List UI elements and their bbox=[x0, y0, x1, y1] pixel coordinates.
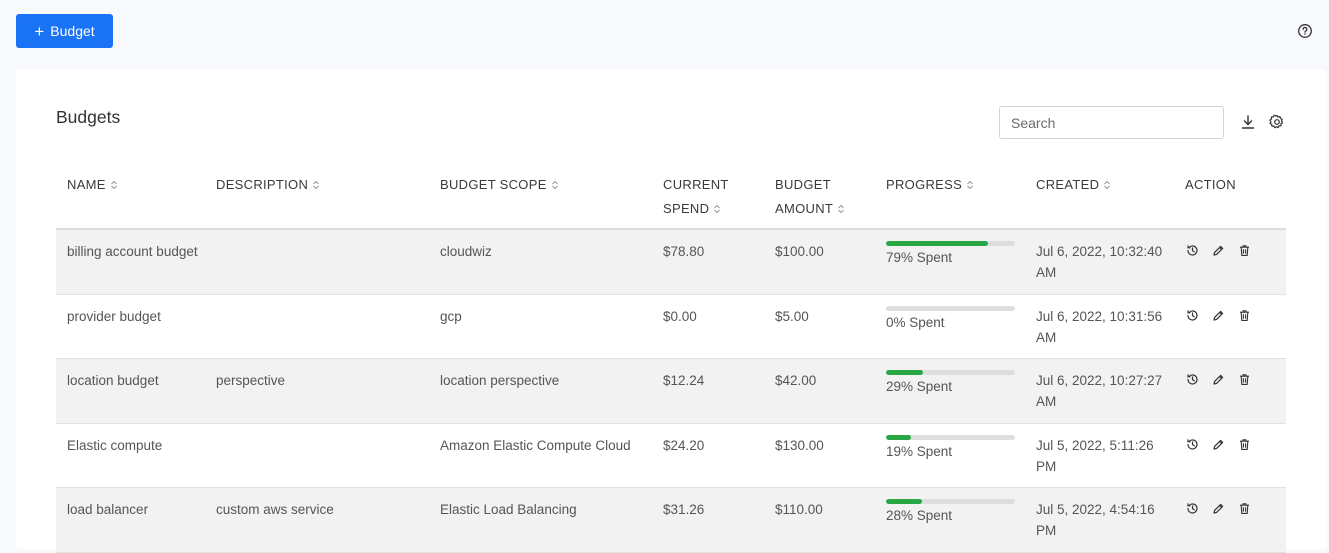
budget-description: perspective bbox=[216, 373, 286, 388]
budget-scope: gcp bbox=[440, 308, 462, 324]
table-row[interactable]: billing account budget cloudwiz $78.80 $… bbox=[56, 230, 1286, 295]
sort-icon[interactable] bbox=[110, 180, 118, 190]
table-body: billing account budget cloudwiz $78.80 $… bbox=[56, 230, 1286, 553]
column-header-action: ACTION bbox=[1185, 177, 1236, 192]
table-row[interactable]: provider budget gcp $0.00 $5.00 0% Spent… bbox=[56, 295, 1286, 359]
sort-icon[interactable] bbox=[713, 204, 721, 214]
sort-icon[interactable] bbox=[1103, 180, 1111, 190]
sort-icon[interactable] bbox=[966, 180, 974, 190]
row-actions bbox=[1186, 244, 1251, 257]
created-date: Jul 6, 2022, 10:27:27 AM bbox=[1036, 373, 1163, 409]
progress-indicator: 19% Spent bbox=[886, 434, 1015, 461]
progress-fill bbox=[886, 370, 924, 375]
progress-indicator: 79% Spent bbox=[886, 241, 1015, 267]
table-row[interactable]: load balancer custom aws service Elastic… bbox=[56, 488, 1286, 553]
column-header-description[interactable]: DESCRIPTION bbox=[216, 173, 320, 197]
download-icon[interactable] bbox=[1240, 114, 1256, 130]
trash-icon[interactable] bbox=[1238, 438, 1251, 451]
edit-pencil-icon[interactable] bbox=[1212, 438, 1225, 451]
budget-amount: $130.00 bbox=[775, 437, 824, 453]
history-icon[interactable] bbox=[1186, 438, 1199, 451]
budgets-table: NAME DESCRIPTION BUDGET SCOPE CURRENT SP… bbox=[56, 159, 1286, 553]
edit-pencil-icon[interactable] bbox=[1212, 373, 1225, 386]
row-actions bbox=[1186, 373, 1251, 386]
edit-pencil-icon[interactable] bbox=[1212, 244, 1225, 257]
sort-icon[interactable] bbox=[551, 180, 559, 190]
top-bar: + Budget bbox=[0, 0, 1329, 62]
column-header-budget-amount[interactable]: BUDGET AMOUNT bbox=[775, 173, 845, 221]
row-actions bbox=[1186, 309, 1251, 322]
budget-name: provider budget bbox=[67, 308, 161, 324]
sort-icon[interactable] bbox=[837, 204, 845, 214]
row-actions bbox=[1186, 502, 1251, 515]
trash-icon[interactable] bbox=[1238, 373, 1251, 386]
table-row[interactable]: location budget perspective location per… bbox=[56, 359, 1286, 424]
current-spend: $78.80 bbox=[663, 244, 705, 259]
progress-indicator: 28% Spent bbox=[886, 499, 1015, 525]
history-icon[interactable] bbox=[1186, 244, 1199, 257]
column-header-created[interactable]: CREATED bbox=[1036, 173, 1111, 197]
progress-bar bbox=[886, 499, 1015, 504]
progress-indicator: 0% Spent bbox=[886, 305, 1015, 332]
history-icon[interactable] bbox=[1186, 373, 1199, 386]
add-budget-button[interactable]: + Budget bbox=[16, 14, 113, 48]
budget-name: Elastic compute bbox=[67, 437, 163, 453]
add-budget-label: Budget bbox=[50, 23, 95, 39]
progress-fill bbox=[886, 499, 923, 504]
budget-amount: $42.00 bbox=[775, 373, 817, 388]
budget-scope: Elastic Load Balancing bbox=[440, 502, 577, 517]
column-header-progress[interactable]: PROGRESS bbox=[886, 173, 974, 197]
budget-amount: $100.00 bbox=[775, 244, 824, 259]
gear-icon[interactable] bbox=[1269, 114, 1285, 130]
budget-amount: $110.00 bbox=[775, 502, 823, 517]
sort-icon[interactable] bbox=[312, 180, 320, 190]
created-date: Jul 5, 2022, 4:54:16 PM bbox=[1036, 502, 1155, 538]
progress-label: 79% Spent bbox=[886, 250, 953, 265]
progress-bar bbox=[886, 241, 1015, 246]
budget-scope: cloudwiz bbox=[440, 244, 492, 259]
trash-icon[interactable] bbox=[1238, 244, 1251, 257]
progress-bar bbox=[886, 305, 1015, 311]
created-date: Jul 6, 2022, 10:32:40 AM bbox=[1036, 244, 1163, 280]
budget-name: billing account budget bbox=[67, 244, 198, 259]
progress-fill bbox=[886, 434, 911, 440]
budget-name: load balancer bbox=[67, 502, 149, 517]
progress-label: 28% Spent bbox=[886, 508, 953, 523]
plus-icon: + bbox=[34, 21, 45, 41]
progress-bar bbox=[886, 434, 1015, 440]
row-actions bbox=[1186, 438, 1251, 451]
column-header-name[interactable]: NAME bbox=[67, 173, 118, 197]
current-spend: $0.00 bbox=[663, 308, 697, 324]
progress-label: 29% Spent bbox=[886, 379, 953, 394]
progress-indicator: 29% Spent bbox=[886, 370, 1015, 396]
help-circle-icon[interactable] bbox=[1297, 23, 1313, 39]
trash-icon[interactable] bbox=[1238, 502, 1251, 515]
budget-scope: location perspective bbox=[440, 373, 560, 388]
trash-icon[interactable] bbox=[1238, 309, 1251, 322]
column-header-current-spend[interactable]: CURRENT SPEND bbox=[663, 177, 729, 216]
budgets-card: Budgets NAME DESCRIPTION BUDGET SCOPE CU… bbox=[16, 69, 1327, 553]
page-title: Budgets bbox=[56, 107, 121, 127]
progress-label: 19% Spent bbox=[886, 443, 953, 459]
progress-fill bbox=[886, 241, 988, 246]
edit-pencil-icon[interactable] bbox=[1212, 309, 1225, 322]
edit-pencil-icon[interactable] bbox=[1212, 502, 1225, 515]
budget-description: custom aws service bbox=[216, 502, 334, 517]
table-header: NAME DESCRIPTION BUDGET SCOPE CURRENT SP… bbox=[56, 159, 1286, 230]
progress-bar bbox=[886, 370, 1015, 375]
search-input[interactable] bbox=[999, 106, 1224, 139]
budget-amount: $5.00 bbox=[775, 308, 809, 324]
column-header-budget-scope[interactable]: BUDGET SCOPE bbox=[440, 173, 559, 197]
created-date: Jul 6, 2022, 10:31:56 AM bbox=[1036, 308, 1163, 345]
history-icon[interactable] bbox=[1186, 309, 1199, 322]
table-row[interactable]: Elastic compute Amazon Elastic Compute C… bbox=[56, 424, 1286, 488]
budget-name: location budget bbox=[67, 373, 159, 388]
current-spend: $24.20 bbox=[663, 437, 705, 453]
created-date: Jul 5, 2022, 5:11:26 PM bbox=[1036, 437, 1154, 474]
current-spend: $31.26 bbox=[663, 502, 705, 517]
history-icon[interactable] bbox=[1186, 502, 1199, 515]
progress-label: 0% Spent bbox=[886, 314, 945, 330]
current-spend: $12.24 bbox=[663, 373, 705, 388]
budget-scope: Amazon Elastic Compute Cloud bbox=[440, 437, 631, 453]
